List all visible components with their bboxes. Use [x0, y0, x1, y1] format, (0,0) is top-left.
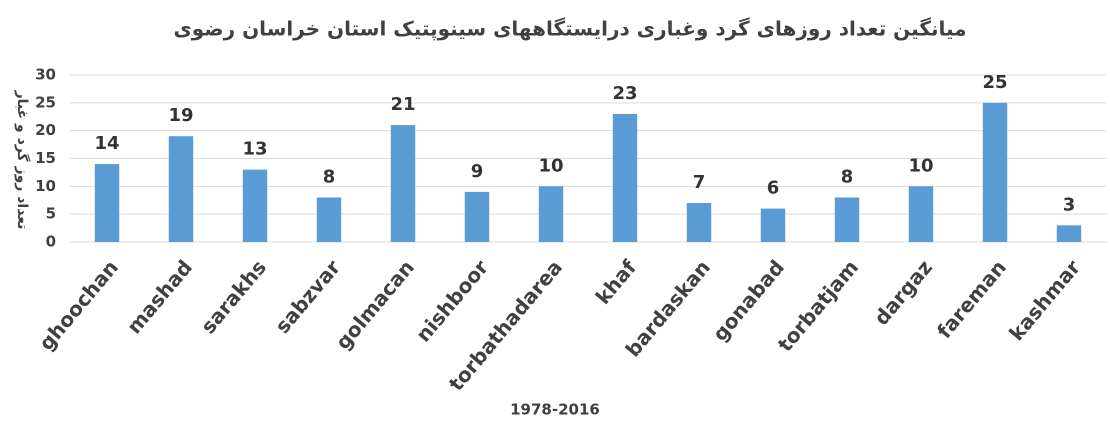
y-tick-label: 30 [35, 66, 56, 84]
data-label: 14 [94, 133, 119, 154]
data-label: 10 [538, 155, 563, 176]
bar [464, 191, 490, 242]
x-tick-label: sarakhs [196, 255, 271, 338]
data-label: 3 [1063, 194, 1076, 215]
x-tick-label: nishboor [411, 255, 493, 346]
data-label: 10 [908, 155, 933, 176]
y-tick-label: 10 [35, 177, 56, 195]
x-tick-label: sabzvar [270, 255, 345, 338]
data-label: 7 [693, 172, 706, 193]
bar [242, 169, 268, 242]
y-tick-label: 15 [35, 149, 56, 167]
bar [760, 208, 786, 242]
data-label: 9 [471, 161, 484, 182]
y-tick-label: 5 [46, 205, 56, 223]
y-tick-label: 20 [35, 121, 56, 139]
x-tick-label: gonabad [708, 255, 789, 345]
x-tick-label: kashmar [1004, 255, 1085, 345]
bar [1056, 225, 1082, 242]
bar [538, 186, 564, 242]
x-axis-label: 1978-2016 [510, 401, 600, 419]
bar [168, 136, 194, 242]
bar [390, 125, 416, 242]
x-tick-label: dargaz [869, 255, 937, 330]
chart-title: میانگین تعداد روزهای گرد وغباری درایستگا… [173, 17, 966, 42]
data-label: 19 [168, 105, 193, 126]
y-tick-label: 0 [46, 233, 56, 251]
bar [316, 197, 342, 242]
x-tick-label: ghoochan [34, 255, 123, 355]
bar [612, 113, 638, 242]
data-label: 13 [242, 139, 267, 160]
data-label: 8 [323, 166, 336, 187]
data-label: 21 [390, 94, 415, 115]
data-label: 25 [982, 72, 1007, 93]
x-tick-label: mashad [122, 255, 197, 338]
data-label: 23 [612, 83, 637, 104]
bar [834, 197, 860, 242]
bar [908, 186, 934, 242]
y-tick-label: 25 [35, 93, 56, 111]
bar [982, 102, 1008, 242]
x-tick-label: fareman [932, 255, 1011, 343]
x-tick-label: khaf [591, 255, 642, 309]
bar [94, 164, 120, 242]
y-axis-label: تعداد روز گرد و غبار [14, 90, 31, 230]
bar [686, 203, 712, 242]
data-label: 8 [841, 166, 854, 187]
data-label: 6 [767, 178, 780, 199]
